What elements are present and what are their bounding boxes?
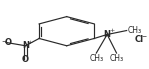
Text: N: N: [22, 41, 29, 50]
Text: O: O: [5, 38, 12, 47]
Text: CH₃: CH₃: [110, 54, 124, 63]
Text: CH₃: CH₃: [89, 54, 103, 63]
Text: N: N: [104, 30, 111, 39]
Text: O: O: [22, 55, 29, 63]
Text: CH₃: CH₃: [128, 26, 142, 35]
Text: Cl: Cl: [135, 35, 144, 44]
Text: −: −: [142, 34, 147, 39]
Text: +: +: [109, 28, 114, 33]
Text: +: +: [27, 40, 32, 45]
Text: −: −: [2, 39, 7, 44]
